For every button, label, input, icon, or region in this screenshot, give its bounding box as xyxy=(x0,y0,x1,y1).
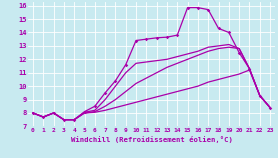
X-axis label: Windchill (Refroidissement éolien,°C): Windchill (Refroidissement éolien,°C) xyxy=(71,136,232,143)
